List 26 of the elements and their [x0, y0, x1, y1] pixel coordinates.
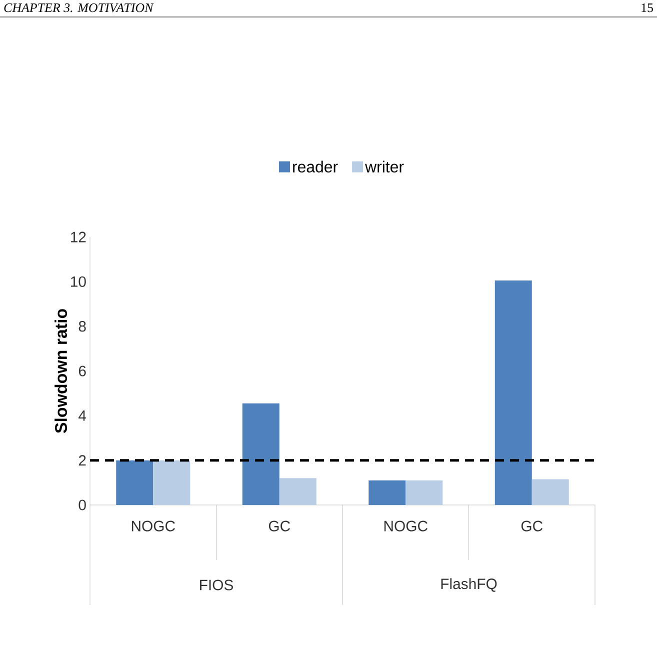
bar — [279, 478, 316, 505]
x-tick-label: GC — [268, 520, 290, 532]
bar — [242, 403, 280, 505]
text: FlashFQ — [441, 578, 497, 592]
text: CHAPTER 3. MOTIVATION — [4, 3, 154, 12]
y-tick-label: 0 — [78, 500, 86, 510]
x-tick-label: NOGC — [384, 520, 428, 532]
legend-label: writer — [365, 160, 404, 172]
bar — [406, 480, 443, 505]
y-tick-label: 2 — [78, 455, 86, 466]
legend-label: reader — [293, 160, 338, 172]
bar — [494, 280, 532, 505]
bar — [368, 480, 406, 505]
text: FIOS — [200, 580, 234, 590]
y-axis-title: Slowdown ratio — [54, 309, 68, 434]
y-tick-label: 6 — [78, 366, 86, 376]
x-tick-label: NOGC — [132, 520, 175, 532]
x-tick-label: GC — [521, 520, 543, 532]
y-tick-label: 8 — [78, 321, 86, 332]
text: 15 — [642, 3, 653, 12]
bar — [153, 460, 190, 505]
y-tick-label: 10 — [71, 276, 86, 287]
y-tick-label: 12 — [71, 232, 86, 242]
y-tick-label: 4 — [78, 410, 86, 421]
bar — [116, 460, 154, 505]
bar — [532, 479, 569, 505]
